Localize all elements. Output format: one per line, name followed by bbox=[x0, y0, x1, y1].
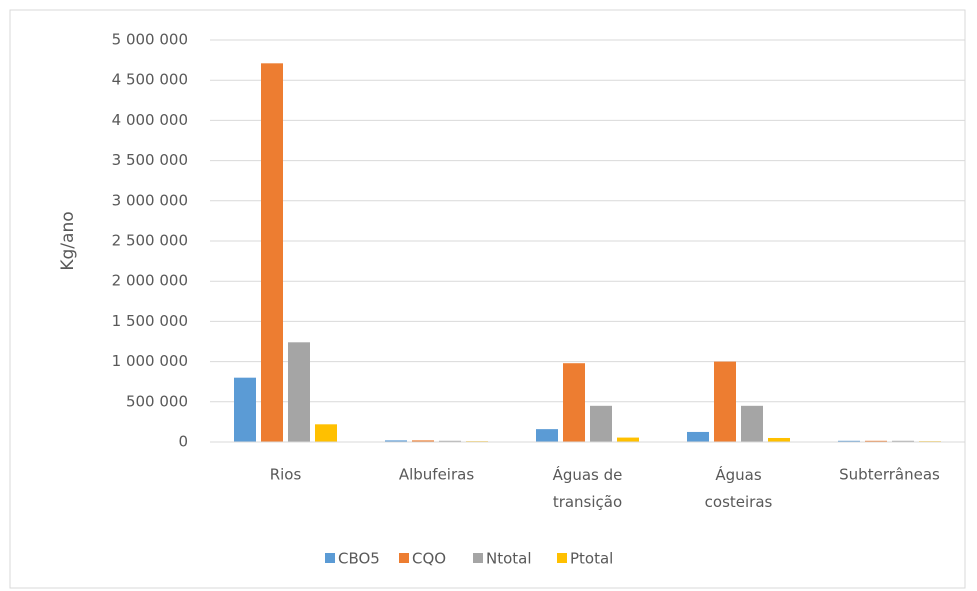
bar bbox=[714, 361, 736, 442]
legend-label: CBO5 bbox=[338, 550, 380, 568]
bar bbox=[865, 440, 887, 442]
bar bbox=[536, 429, 558, 442]
bar bbox=[590, 405, 612, 442]
legend-label: Ptotal bbox=[570, 550, 613, 568]
legend-label: CQO bbox=[412, 550, 446, 568]
bar bbox=[617, 437, 639, 442]
bar bbox=[261, 63, 283, 442]
bar bbox=[288, 342, 310, 442]
x-tick-label: Subterrâneas bbox=[839, 466, 940, 484]
bar bbox=[563, 363, 585, 442]
bar bbox=[439, 440, 461, 442]
y-tick-label: 3 000 000 bbox=[112, 191, 188, 209]
y-tick-label: 4 000 000 bbox=[112, 111, 188, 129]
bar bbox=[838, 440, 860, 442]
x-tick-label: Águas de transição bbox=[553, 465, 623, 511]
bar bbox=[412, 440, 434, 442]
bar bbox=[385, 440, 407, 442]
y-axis-title: Kg/ano bbox=[58, 211, 78, 270]
bar bbox=[315, 424, 337, 442]
bar bbox=[892, 440, 914, 442]
y-tick-label: 4 500 000 bbox=[112, 71, 188, 89]
x-tick-label: Águas costeiras bbox=[705, 465, 773, 511]
legend-swatch bbox=[399, 553, 409, 563]
y-tick-label: 2 000 000 bbox=[112, 272, 188, 290]
chart-border bbox=[9, 9, 966, 589]
legend-label: Ntotal bbox=[486, 550, 532, 568]
legend-swatch bbox=[325, 553, 335, 563]
y-tick-label: 3 500 000 bbox=[112, 151, 188, 169]
bar bbox=[687, 431, 709, 442]
bar bbox=[741, 405, 763, 442]
legend-swatch bbox=[473, 553, 483, 563]
y-tick-label: 1 500 000 bbox=[112, 312, 188, 330]
y-tick-label: 5 000 000 bbox=[112, 31, 188, 49]
y-tick-label: 1 000 000 bbox=[112, 352, 188, 370]
y-tick-label: 0 bbox=[178, 433, 188, 451]
bar bbox=[234, 377, 256, 442]
bar bbox=[768, 437, 790, 442]
y-tick-label: 500 000 bbox=[126, 392, 188, 410]
x-tick-label: Rios bbox=[270, 466, 302, 484]
y-tick-label: 2 500 000 bbox=[112, 232, 188, 250]
legend-swatch bbox=[557, 553, 567, 563]
x-tick-label: Albufeiras bbox=[399, 466, 474, 484]
